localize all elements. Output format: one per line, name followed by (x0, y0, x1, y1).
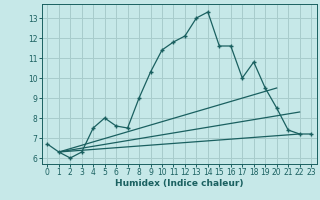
X-axis label: Humidex (Indice chaleur): Humidex (Indice chaleur) (115, 179, 244, 188)
